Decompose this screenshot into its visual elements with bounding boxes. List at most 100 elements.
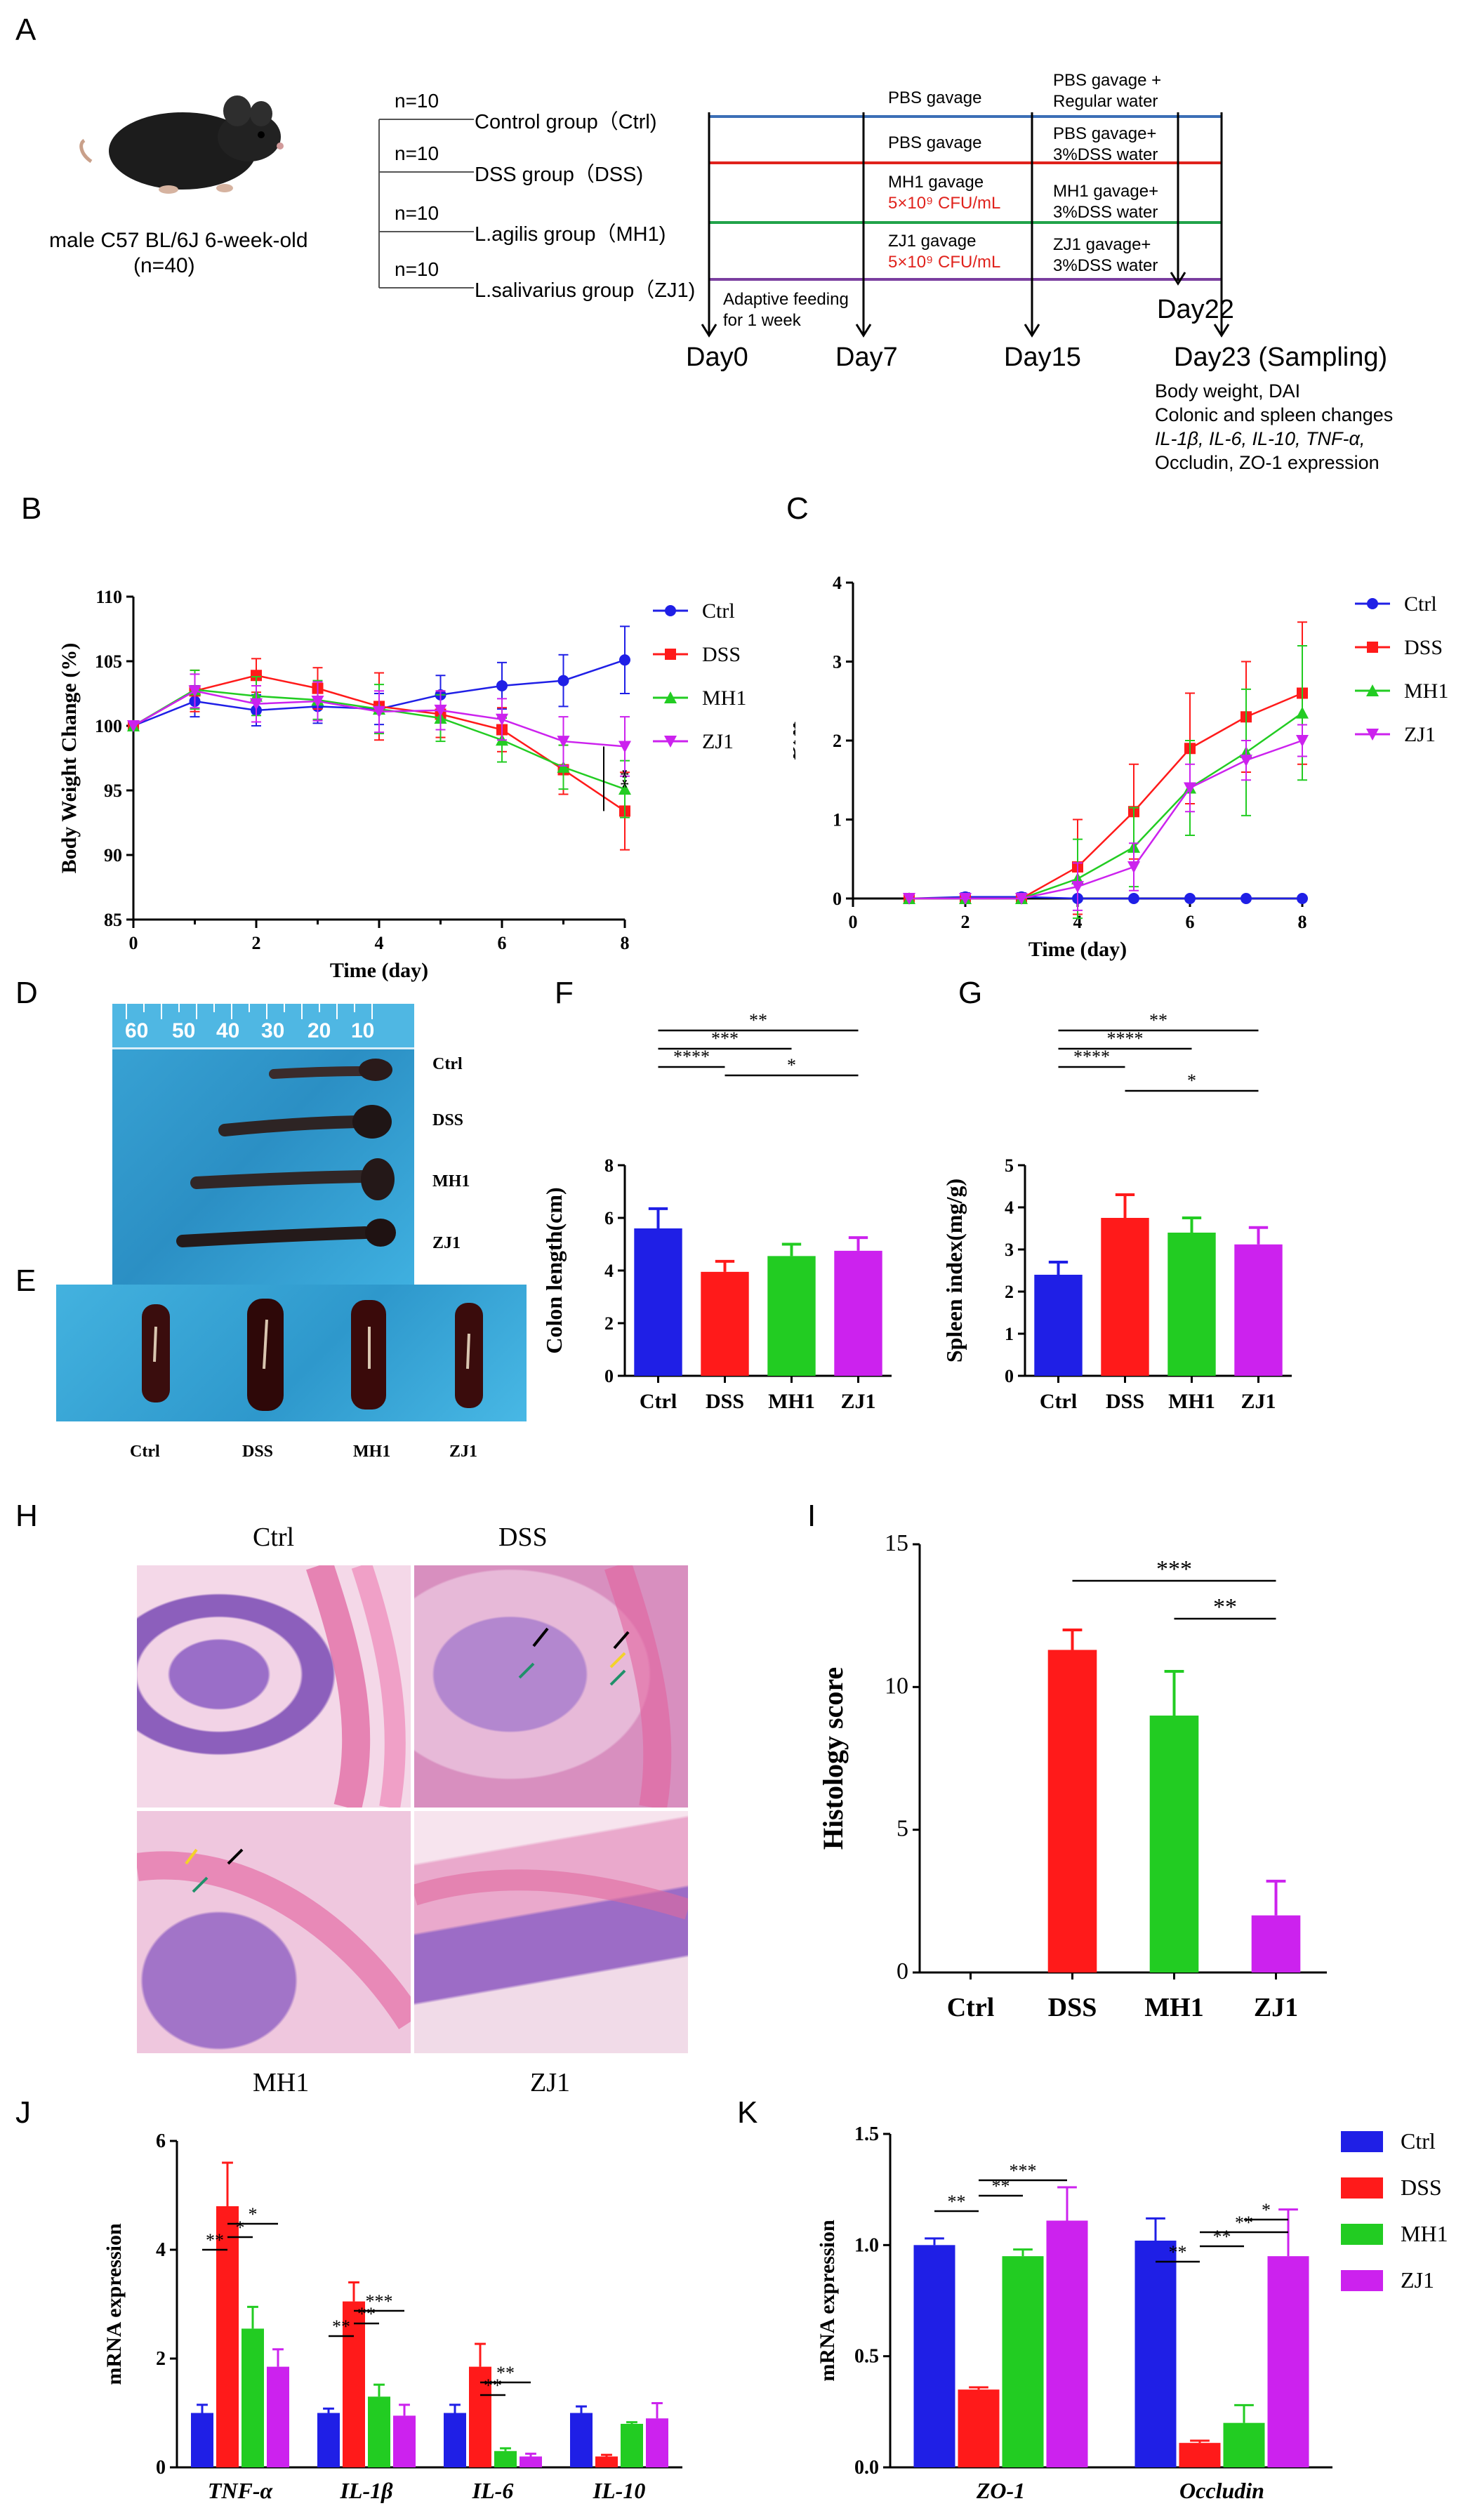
- legend-label: Ctrl: [1404, 592, 1437, 616]
- group-n-4: n=10: [395, 258, 439, 280]
- ruler-label-60: 60: [125, 1019, 149, 1042]
- bar-tnf-α-zj1: [267, 2366, 289, 2467]
- significance-label: **: [206, 2230, 224, 2250]
- bar-zj1: [834, 1250, 882, 1376]
- bar-il-1β-mh1: [368, 2396, 390, 2467]
- y-tick-label: 0: [604, 1366, 614, 1386]
- legend-swatch-ctrl: [1341, 2131, 1383, 2152]
- legend-swatch-zj1: [1341, 2270, 1383, 2291]
- ruler-label-30: 30: [261, 1019, 285, 1042]
- data-point-ctrl: [1128, 893, 1139, 904]
- spleen-label-mh1: MH1: [353, 1443, 391, 1461]
- x-tick-label: MH1: [768, 1390, 815, 1413]
- group-label-2: DSS group（DSS): [475, 164, 644, 186]
- y-tick-label: 1: [833, 810, 842, 830]
- y-tick-label: 0: [833, 889, 842, 909]
- significance-label: ***: [1156, 1556, 1192, 1582]
- y-tick-label: 4: [604, 1261, 614, 1281]
- dss-arrows: [518, 1565, 672, 1808]
- y-axis-label: Spleen index(mg/g): [941, 1179, 967, 1362]
- bar-dss: [1101, 1218, 1149, 1376]
- histology-image-mh1: [137, 1811, 411, 2053]
- data-point-ctrl: [557, 675, 569, 687]
- col2-row3: MH1 gavage+ 3%DSS water: [1053, 182, 1159, 222]
- legend-marker: [1367, 598, 1378, 609]
- adaptive-feeding-note: Adaptive feeding for 1 week: [723, 290, 849, 330]
- bar-zo-1-zj1: [1046, 2220, 1088, 2467]
- x-tick-label: 2: [961, 912, 970, 932]
- col2-row4: ZJ1 gavage+ 3%DSS water: [1053, 235, 1158, 275]
- y-tick-label: 4: [1005, 1198, 1014, 1218]
- panel-letter-h: H: [15, 1499, 38, 1533]
- legend-marker: [665, 605, 676, 616]
- significance-label: **: [948, 2191, 966, 2212]
- spleen-photo: [56, 1285, 527, 1421]
- significance-label: ***: [366, 2291, 393, 2312]
- x-tick-label: 4: [1073, 912, 1083, 932]
- y-tick-label: 95: [104, 781, 122, 801]
- legend-marker: [1366, 729, 1379, 741]
- legend-label: DSS: [1404, 636, 1443, 659]
- legend-marker: [665, 649, 676, 660]
- y-tick-label: 1: [1005, 1324, 1014, 1344]
- histology-label-dss: DSS: [498, 1523, 548, 1552]
- y-tick-label: 0: [1005, 1366, 1014, 1386]
- data-point-mh1: [557, 760, 570, 773]
- legend-label: ZJ1: [702, 730, 734, 753]
- y-tick-label: 0.5: [854, 2346, 879, 2368]
- bar-il-6-dss: [469, 2366, 491, 2467]
- significance-label: ****: [1073, 1047, 1110, 1067]
- legend-label: ZJ1: [1401, 2267, 1434, 2293]
- x-tick-label: MH1: [1168, 1390, 1215, 1413]
- panel-letter-k: K: [737, 2095, 758, 2130]
- significance-label: *: [787, 1055, 796, 1075]
- panel-letter-j: J: [15, 2095, 31, 2130]
- chart-k-mrna-expression: 0.0 0.5 1.0 1.5 mRNA expression ZO-1 Occludin *…: [816, 2123, 1448, 2503]
- legend-label: DSS: [1401, 2175, 1442, 2200]
- y-tick-label: 0: [156, 2457, 166, 2479]
- col2-row2: PBS gavage+ 3%DSS water: [1053, 124, 1158, 164]
- data-point-ctrl: [1184, 893, 1196, 904]
- data-point-zj1: [127, 720, 140, 732]
- significance-label: **: [1213, 1594, 1237, 1620]
- histology-image-dss: [414, 1565, 688, 1808]
- histology-image-zj1: [414, 1811, 688, 2053]
- significance-label: ****: [1107, 1028, 1144, 1049]
- x-axis-label: Time (day): [330, 959, 428, 982]
- series-line-ctrl: [908, 896, 1302, 900]
- colon-label-zj1: ZJ1: [432, 1234, 461, 1252]
- timeline-diagram: [701, 112, 1230, 338]
- y-tick-label: 4: [156, 2239, 166, 2261]
- day-label-15: Day15: [1004, 343, 1081, 372]
- ruler-label-20: 20: [307, 1019, 331, 1042]
- legend-label: MH1: [1404, 679, 1448, 703]
- x-tick-label: Ctrl: [1040, 1390, 1077, 1413]
- x-tick-label: 8: [621, 933, 630, 953]
- colon-specimens: [176, 1059, 396, 1247]
- data-point-zj1: [557, 736, 570, 748]
- y-axis-label: mRNA expression: [102, 2223, 126, 2385]
- bar-occludin-mh1: [1223, 2422, 1265, 2467]
- x-tick-label: IL-10: [593, 2478, 646, 2503]
- x-tick-label: ZJ1: [840, 1390, 875, 1413]
- legend-label: Ctrl: [1401, 2128, 1436, 2154]
- bar-il-10-zj1: [646, 2418, 668, 2467]
- colon-label-mh1: MH1: [432, 1172, 470, 1191]
- y-axis-label: Colon length(cm): [541, 1187, 567, 1353]
- significance-label: ***: [1010, 2161, 1037, 2181]
- y-tick-label: 90: [104, 845, 122, 866]
- group-label-1: Control group（Ctrl): [475, 111, 657, 133]
- col1-row1: PBS gavage: [888, 88, 982, 107]
- legend-label: Ctrl: [702, 599, 735, 623]
- significance-label: **: [1213, 2227, 1231, 2247]
- x-tick-label: IL-6: [472, 2478, 514, 2503]
- y-axis-label: DAI: [793, 721, 800, 760]
- data-point-zj1: [1071, 881, 1084, 894]
- y-tick-label: 2: [604, 1313, 614, 1334]
- bar-il-10-dss: [595, 2456, 618, 2467]
- histology-image-ctrl: [137, 1565, 411, 1808]
- bar-zo-1-dss: [958, 2389, 1000, 2467]
- bar-occludin-dss: [1179, 2443, 1221, 2467]
